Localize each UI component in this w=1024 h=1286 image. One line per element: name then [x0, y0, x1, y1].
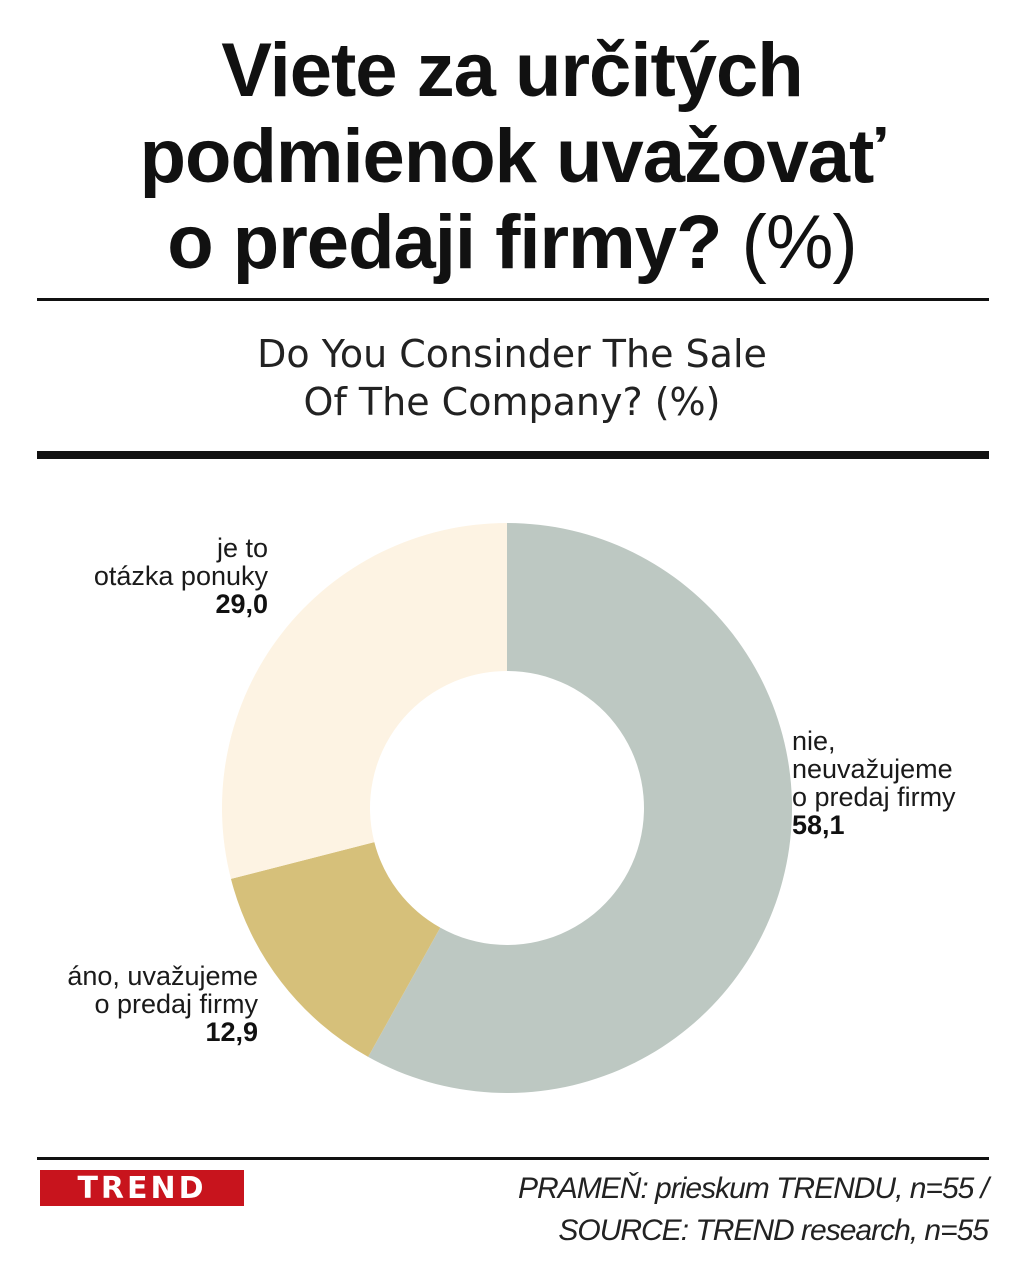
title-unit: (%) — [741, 200, 858, 285]
divider-top — [37, 298, 989, 301]
source-line-2: SOURCE: TREND research, n=55 — [558, 1214, 989, 1247]
source-line-1: PRAMEŇ: prieskum TRENDU, n=55 / — [518, 1172, 989, 1205]
chart-title: Viete za určitých podmienok uvažovať o p… — [0, 28, 1024, 286]
title-line-2: podmienok uvažovať — [139, 114, 886, 199]
donut-slice-3 — [221, 523, 507, 879]
slice-label-3-line-2: otázka ponuky — [94, 561, 269, 591]
subtitle-line-2: Of The Company? (%) — [303, 380, 721, 424]
divider-thick — [37, 451, 989, 459]
slice-value-2: 12,9 — [205, 1017, 258, 1047]
trend-logo: TREND — [40, 1170, 244, 1206]
slice-value-3: 29,0 — [215, 589, 268, 619]
trend-logo-text: TREND — [77, 1170, 207, 1206]
slice-label-3-line-1: je to — [216, 533, 268, 563]
divider-bottom — [37, 1157, 989, 1160]
slice-value-1: 58,1 — [792, 810, 845, 840]
title-line-3-text: o predaji firmy? — [167, 200, 722, 285]
slice-label-1-line-2: neuvažujeme — [792, 754, 953, 784]
chart-subtitle: Do You Consinder The Sale Of The Company… — [0, 330, 1024, 426]
donut-slice-2 — [230, 842, 441, 1057]
title-line-1: Viete za určitých — [221, 28, 803, 113]
slice-label-2-line-2: o predaj firmy — [94, 989, 258, 1019]
source-note: PRAMEŇ: prieskum TRENDU, n=55 / SOURCE: … — [518, 1168, 989, 1252]
title-line-3: o predaji firmy? (%) — [0, 200, 1024, 286]
donut-slice-1 — [368, 523, 792, 1093]
subtitle-line-1: Do You Consinder The Sale — [257, 332, 767, 376]
slice-label-2-line-1: áno, uvažujeme — [67, 961, 258, 991]
slice-label-1-line-1: nie, — [792, 726, 836, 756]
slice-label-1-line-3: o predaj firmy — [792, 782, 956, 812]
